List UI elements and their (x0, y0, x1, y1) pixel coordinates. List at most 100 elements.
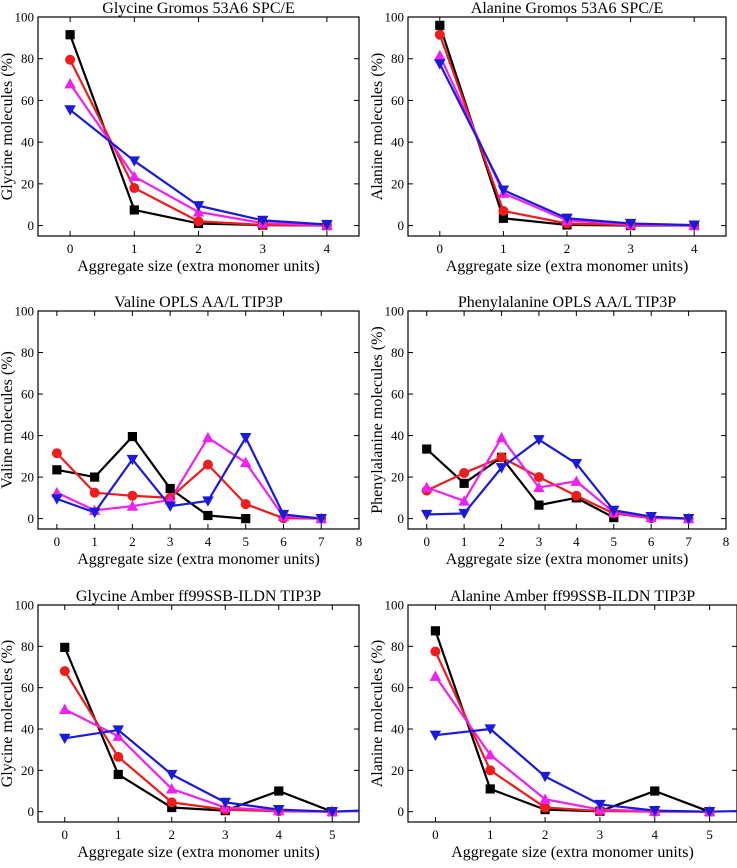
data-point-black (203, 510, 213, 521)
x-tick-label: 3 (222, 827, 229, 842)
data-point-black (422, 444, 432, 454)
series-line-black (56, 435, 246, 520)
x-tick-label: 2 (564, 241, 571, 256)
x-tick-label: 3 (627, 241, 634, 256)
x-tick-label: 0 (62, 827, 69, 842)
x-axis-label: Aggregate size (extra monomer units) (446, 551, 689, 568)
y-axis-label: Alanine molecules (%) (369, 53, 386, 201)
y-tick-label: 80 (391, 51, 404, 66)
data-point-red (498, 205, 509, 216)
x-tick-label: 1 (91, 534, 98, 549)
y-tick-label: 100 (385, 10, 405, 25)
data-point-blue (51, 494, 63, 505)
data-point-magenta (64, 77, 76, 89)
data-point-magenta (495, 431, 508, 443)
chart-title: Glycine Gromos 53A6 SPC/E (102, 0, 294, 17)
x-tick-label: 0 (437, 241, 444, 256)
data-point-red (127, 490, 138, 501)
x-tick-label: 0 (54, 534, 61, 549)
data-point-red (113, 751, 124, 762)
data-point-black (113, 769, 123, 780)
data-point-black (165, 483, 175, 494)
data-point-red (166, 797, 177, 808)
data-point-red (51, 448, 62, 459)
data-point-blue (112, 725, 124, 736)
x-tick-label: 1 (115, 827, 122, 842)
x-axis-label: Aggregate size (extra monomer units) (451, 844, 694, 861)
x-tick-label: 6 (280, 534, 287, 549)
data-point-magenta (126, 500, 139, 511)
data-point-blue (594, 799, 606, 811)
x-tick-label: 2 (195, 241, 202, 256)
y-tick-label: 60 (21, 680, 34, 695)
series-line-magenta (426, 436, 689, 520)
y-tick-label: 40 (391, 135, 404, 150)
x-tick-label: 4 (573, 534, 580, 549)
y-tick-label: 60 (391, 387, 404, 402)
data-point-red (240, 499, 251, 510)
y-tick-label: 0 (28, 218, 35, 233)
y-tick-label: 0 (398, 511, 405, 526)
data-point-blue (420, 509, 433, 521)
data-point-blue (570, 459, 583, 470)
data-point-blue (277, 509, 290, 521)
y-tick-label: 80 (391, 345, 404, 360)
series-line-black (438, 24, 695, 227)
chart-title: Alanine Gromos 53A6 SPC/E (471, 0, 663, 17)
y-tick-label: 60 (391, 680, 404, 695)
x-tick-label: 8 (723, 534, 730, 549)
plot-area (434, 20, 700, 231)
data-point-blue (484, 724, 496, 735)
data-point-blue (682, 514, 695, 525)
data-point-red (571, 490, 582, 501)
x-tick-label: 8 (356, 534, 363, 549)
data-point-blue (256, 215, 269, 227)
data-point-blue (219, 797, 231, 809)
x-axis-label: Aggregate size (extra monomer units) (77, 844, 320, 861)
chart-panel-6: 0 20 40 60 80 100 0 1 2 3 4 5 Alanine Amber ff99SSB-… (369, 588, 737, 861)
data-point-black (485, 784, 495, 794)
y-tick-label: 0 (398, 218, 405, 233)
data-point-magenta (484, 749, 496, 760)
y-tick-label: 40 (21, 135, 34, 150)
series-line-red (438, 34, 695, 227)
plot-frame (37, 310, 360, 530)
y-tick-label: 20 (391, 470, 404, 485)
series-line-blue (56, 436, 322, 520)
series-line-magenta (56, 436, 322, 520)
data-point-black (129, 205, 139, 215)
chart-title: Phenylalanine OPLS AA/L TIP3P (458, 294, 676, 311)
x-tick-label: 1 (500, 241, 507, 256)
data-point-blue (539, 771, 551, 783)
data-point-magenta (539, 793, 551, 804)
x-tick-label: 7 (318, 534, 325, 549)
y-tick-label: 20 (21, 176, 34, 191)
data-point-blue (326, 807, 338, 818)
plot-frame (37, 604, 360, 823)
data-point-black (274, 786, 284, 796)
y-axis-label: Alanine molecules (%) (369, 640, 386, 788)
data-point-blue (64, 105, 76, 116)
y-tick-label: 100 (15, 10, 35, 25)
data-point-red (193, 216, 204, 227)
data-point-magenta (128, 170, 141, 182)
x-tick-label: 5 (329, 827, 336, 842)
x-tick-label: 7 (685, 534, 692, 549)
data-point-red (434, 29, 445, 40)
data-point-blue (239, 433, 252, 444)
chart-panel-3: 0 20 40 60 80 100 0 1 2 3 4 5 6 7 8 Valine OPLS AA/L TI… (0, 294, 362, 568)
y-tick-label: 40 (391, 428, 404, 443)
data-point-blue (321, 219, 333, 231)
plot-area (429, 626, 737, 818)
data-point-blue (126, 454, 139, 466)
x-tick-label: 3 (597, 827, 604, 842)
data-point-blue (429, 730, 442, 741)
data-point-black (241, 514, 251, 524)
data-point-black (430, 626, 441, 636)
plot-frame (407, 604, 737, 823)
y-tick-label: 100 (15, 304, 35, 319)
data-point-black (435, 20, 445, 30)
data-point-red (485, 765, 496, 776)
x-tick-label: 6 (648, 534, 655, 549)
data-point-blue (273, 805, 285, 816)
